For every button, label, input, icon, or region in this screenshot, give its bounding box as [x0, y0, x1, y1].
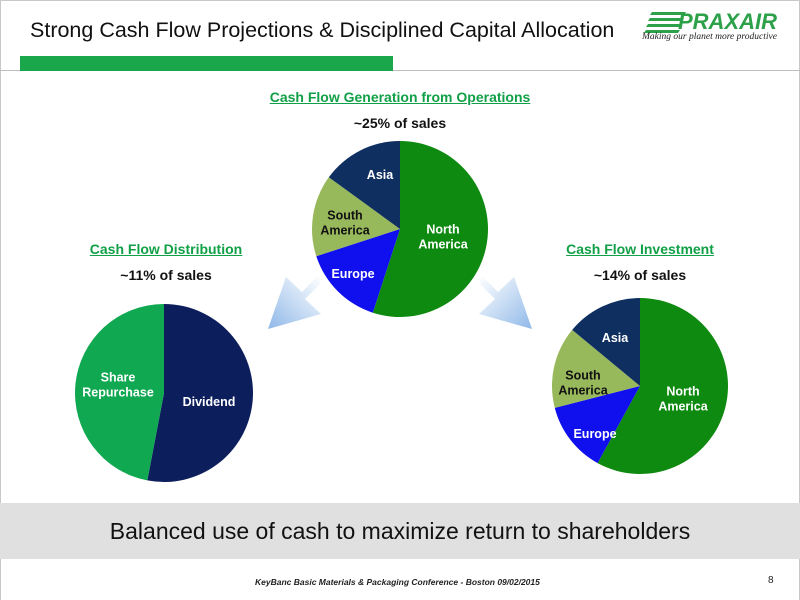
pie-label-asia: Asia: [367, 168, 394, 182]
pie-label-south-america: South America: [320, 209, 370, 238]
operations-title: Cash Flow Generation from Operations: [269, 89, 531, 105]
pie-label-north-america: North America: [418, 223, 468, 252]
slide-border: [0, 0, 1, 600]
header-divider: [0, 70, 20, 71]
header-divider: [393, 70, 800, 71]
pie-label-north-america: North America: [658, 385, 708, 414]
pie-label-south-america: South America: [558, 369, 608, 398]
pie-slice-south-america: [312, 177, 400, 257]
pie-slice-north-america: [372, 141, 489, 317]
pie-slice-south-america: [552, 329, 640, 408]
pie-slice-asia: [572, 298, 640, 386]
pie-label-europe: Europe: [331, 267, 374, 281]
logo-tagline: Making our planet more productive: [642, 32, 777, 42]
operations-subtitle: ~25% of sales: [353, 115, 447, 131]
distribution-title: Cash Flow Distribution: [89, 241, 243, 257]
pie-slice-north-america: [597, 298, 729, 474]
pie-slice-asia: [328, 141, 400, 229]
logo-wordmark: PRAXAIR: [678, 9, 778, 34]
summary-banner-text: Balanced use of cash to maximize return …: [109, 517, 691, 544]
pie-label-europe: Europe: [573, 427, 616, 441]
pie-slice-dividend: [147, 304, 254, 483]
summary-banner: Balanced use of cash to maximize return …: [0, 503, 800, 559]
page-number: 8: [768, 575, 774, 586]
logo-stripes-icon: [644, 12, 686, 33]
investment-subtitle: ~14% of sales: [593, 267, 687, 283]
page-title: Strong Cash Flow Projections & Disciplin…: [30, 18, 615, 42]
distribution-subtitle: ~11% of sales: [120, 267, 212, 283]
praxair-logo: PRAXAIR Making our planet more productiv…: [636, 6, 786, 52]
arrow-right-icon: [479, 276, 532, 329]
pie-slice-share-repurchase: [75, 304, 164, 481]
footer-text: KeyBanc Basic Materials & Packaging Conf…: [255, 577, 540, 587]
slide-border: [0, 0, 800, 1]
arrow-left-icon: [268, 276, 321, 329]
pie-label-share-repurchase: Share Repurchase: [82, 371, 154, 400]
pie-slice-europe: [316, 229, 400, 313]
pie-slice-europe: [554, 386, 640, 464]
header-accent-bar: [20, 56, 393, 71]
pie-label-asia: Asia: [602, 331, 629, 345]
pie-label-dividend: Dividend: [183, 395, 236, 409]
investment-title: Cash Flow Investment: [566, 241, 714, 257]
